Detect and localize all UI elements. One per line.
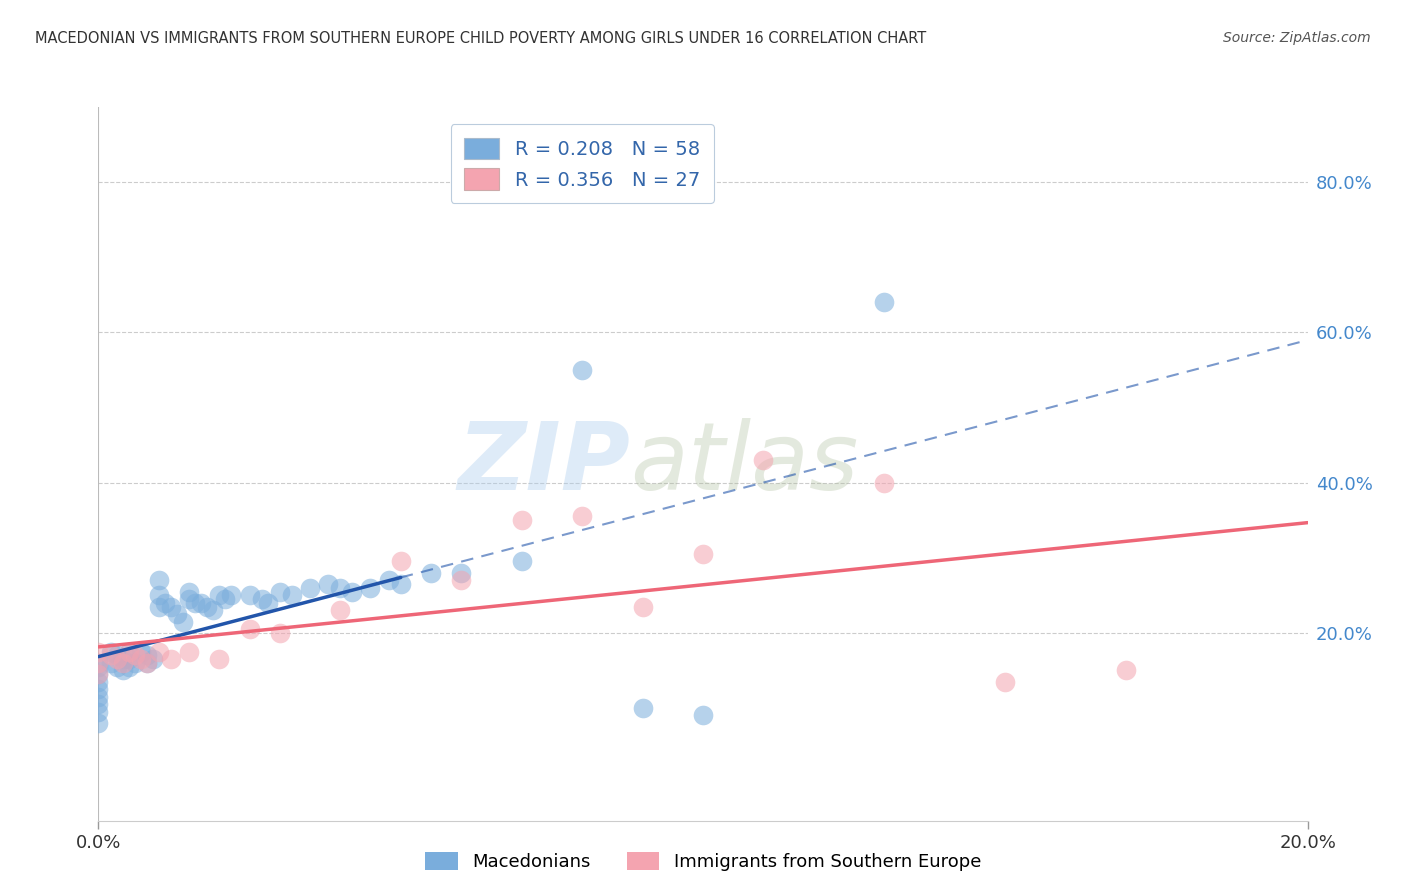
Point bbox=[1115, 664, 1137, 678]
Point bbox=[166, 607, 188, 621]
Point bbox=[148, 599, 170, 614]
Point bbox=[184, 596, 207, 610]
Point bbox=[208, 588, 231, 602]
Point bbox=[124, 656, 146, 670]
Point bbox=[100, 648, 122, 663]
Point bbox=[214, 592, 236, 607]
Point bbox=[329, 581, 352, 595]
Point bbox=[118, 645, 141, 659]
Point bbox=[179, 645, 201, 659]
Point bbox=[87, 667, 110, 681]
Point bbox=[87, 690, 110, 704]
Legend: R = 0.208   N = 58, R = 0.356   N = 27: R = 0.208 N = 58, R = 0.356 N = 27 bbox=[450, 124, 714, 203]
Point bbox=[105, 652, 128, 666]
Point bbox=[148, 588, 170, 602]
Point bbox=[100, 645, 122, 659]
Point bbox=[135, 656, 157, 670]
Point bbox=[450, 566, 472, 580]
Point bbox=[269, 625, 291, 640]
Point bbox=[250, 592, 273, 607]
Point bbox=[100, 656, 122, 670]
Text: ZIP: ZIP bbox=[457, 417, 630, 510]
Point bbox=[631, 599, 654, 614]
Point bbox=[179, 584, 201, 599]
Point bbox=[692, 708, 714, 723]
Point bbox=[129, 652, 152, 666]
Point bbox=[153, 596, 176, 610]
Point bbox=[571, 509, 593, 524]
Point bbox=[195, 599, 218, 614]
Point bbox=[221, 588, 243, 602]
Point bbox=[510, 513, 533, 527]
Point bbox=[160, 599, 183, 614]
Text: MACEDONIAN VS IMMIGRANTS FROM SOUTHERN EUROPE CHILD POVERTY AMONG GIRLS UNDER 16: MACEDONIAN VS IMMIGRANTS FROM SOUTHERN E… bbox=[35, 31, 927, 46]
Point bbox=[389, 577, 412, 591]
Legend: Macedonians, Immigrants from Southern Europe: Macedonians, Immigrants from Southern Eu… bbox=[418, 846, 988, 879]
Point bbox=[87, 656, 110, 670]
Point bbox=[571, 363, 593, 377]
Point bbox=[420, 566, 443, 580]
Point bbox=[118, 659, 141, 673]
Point bbox=[360, 581, 382, 595]
Point bbox=[256, 596, 278, 610]
Point bbox=[111, 664, 134, 678]
Point bbox=[111, 652, 134, 666]
Point bbox=[873, 475, 896, 490]
Point bbox=[87, 656, 110, 670]
Point bbox=[450, 574, 472, 588]
Point bbox=[87, 716, 110, 731]
Point bbox=[129, 645, 152, 659]
Point bbox=[148, 645, 170, 659]
Point bbox=[87, 667, 110, 681]
Point bbox=[377, 574, 399, 588]
Point bbox=[692, 547, 714, 561]
Point bbox=[389, 554, 412, 568]
Point bbox=[118, 652, 141, 666]
Point bbox=[510, 554, 533, 568]
Point bbox=[342, 584, 364, 599]
Point bbox=[118, 645, 141, 659]
Point bbox=[299, 581, 322, 595]
Point bbox=[87, 659, 110, 673]
Point bbox=[316, 577, 339, 591]
Point bbox=[87, 645, 110, 659]
Point bbox=[329, 603, 352, 617]
Point bbox=[239, 588, 262, 602]
Point bbox=[135, 656, 157, 670]
Point bbox=[172, 615, 194, 629]
Point bbox=[135, 648, 157, 663]
Point bbox=[87, 682, 110, 697]
Point bbox=[142, 652, 165, 666]
Text: atlas: atlas bbox=[630, 418, 859, 509]
Point bbox=[148, 574, 170, 588]
Point bbox=[752, 453, 775, 467]
Point bbox=[105, 659, 128, 673]
Point bbox=[873, 295, 896, 310]
Point bbox=[208, 652, 231, 666]
Point bbox=[239, 622, 262, 636]
Point bbox=[269, 584, 291, 599]
Point bbox=[202, 603, 225, 617]
Point bbox=[994, 674, 1017, 689]
Point bbox=[87, 697, 110, 711]
Point bbox=[281, 588, 304, 602]
Point bbox=[160, 652, 183, 666]
Point bbox=[179, 592, 201, 607]
Point bbox=[124, 648, 146, 663]
Point bbox=[87, 705, 110, 719]
Point bbox=[111, 656, 134, 670]
Point bbox=[87, 674, 110, 689]
Point bbox=[190, 596, 212, 610]
Point bbox=[105, 648, 128, 663]
Text: Source: ZipAtlas.com: Source: ZipAtlas.com bbox=[1223, 31, 1371, 45]
Point bbox=[631, 701, 654, 715]
